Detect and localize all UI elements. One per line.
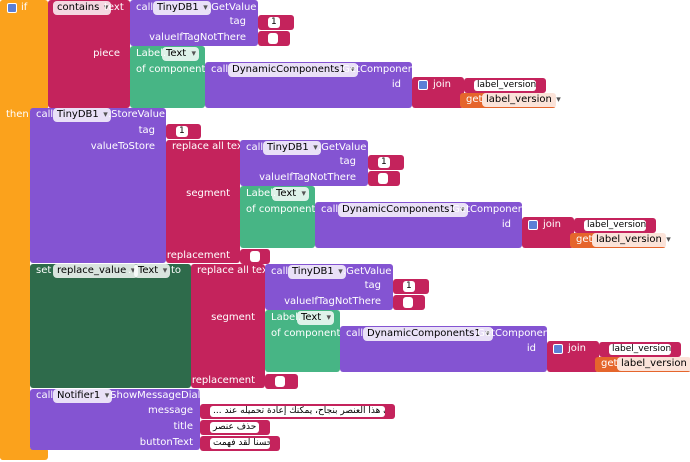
if-block-body[interactable] xyxy=(0,0,30,460)
mutator-icon xyxy=(553,344,563,354)
block-label: message xyxy=(148,405,193,416)
block-label: buttonText xyxy=(139,437,193,448)
block-label: .GetValue xyxy=(343,266,392,277)
block-label: of component xyxy=(246,204,316,215)
block-label: replacement xyxy=(191,375,255,386)
block-label: call xyxy=(211,64,229,75)
mutator-icon xyxy=(528,220,538,230)
text-field: label_version xyxy=(609,344,671,355)
block-label: call xyxy=(36,390,54,401)
block-label: .GetValue xyxy=(208,2,257,13)
text-field: ... تم حذف هذا العنصر بنجاح، يمكنك إعادة… xyxy=(210,406,385,417)
dropdown[interactable]: Text xyxy=(272,187,309,201)
if-block-bottom[interactable] xyxy=(0,448,48,460)
block-label: .GetComponent xyxy=(474,328,554,339)
text-field: حسناً لقد فهمت xyxy=(210,438,270,449)
block-label: if xyxy=(21,2,28,13)
block-label: Label. xyxy=(136,48,167,59)
block-label: set xyxy=(36,265,52,276)
block-label: of component xyxy=(136,64,206,75)
text-field xyxy=(403,297,413,308)
text-field xyxy=(268,33,278,44)
block-label: get xyxy=(576,234,593,245)
block-label: id xyxy=(526,343,536,354)
dropdown[interactable]: Text xyxy=(297,311,334,325)
dropdown[interactable]: Text xyxy=(162,47,199,61)
block-label: text xyxy=(104,2,124,13)
block-label: .GetValue xyxy=(318,142,367,153)
block-label: Label. xyxy=(271,312,302,323)
dropdown[interactable]: label_version xyxy=(617,357,690,371)
block-label: call xyxy=(246,142,264,153)
dropdown[interactable]: DynamicComponents1 xyxy=(228,63,358,77)
block-label: segment xyxy=(211,312,255,323)
block-label: valueToStore xyxy=(90,141,155,152)
block-label: .GetComponent xyxy=(339,64,419,75)
block-label: of component xyxy=(271,328,341,339)
block-label: valueIfTagNotThere xyxy=(149,32,246,43)
block-label: call xyxy=(346,328,364,339)
text-field: 1 xyxy=(176,126,188,137)
block-label: join xyxy=(568,343,587,354)
set-block[interactable] xyxy=(30,264,191,388)
dropdown[interactable]: DynamicComponents1 xyxy=(338,203,468,217)
mutator-icon xyxy=(7,3,17,13)
block-label: .StoreValue xyxy=(108,109,166,120)
block-label: get xyxy=(466,94,483,105)
dropdown[interactable]: TinyDB1 xyxy=(263,141,321,155)
block-label: segment xyxy=(186,188,230,199)
block-label: get xyxy=(601,358,618,369)
block-label: Label. xyxy=(246,188,277,199)
replace-all-block[interactable] xyxy=(191,264,265,388)
dropdown[interactable]: TinyDB1 xyxy=(288,265,346,279)
block-label: replacement xyxy=(166,250,230,261)
text-field: 1 xyxy=(403,281,415,292)
block-label: join xyxy=(433,79,452,90)
text-field: 1 xyxy=(378,157,390,168)
block-label: to xyxy=(171,265,182,276)
block-label: title xyxy=(173,421,193,432)
text-field: label_version xyxy=(584,220,646,231)
block-label: tag xyxy=(364,280,381,291)
block-label: piece xyxy=(93,48,120,59)
block-label: replace all text xyxy=(197,265,272,276)
block-label: call xyxy=(271,266,289,277)
text-field: حذف عنصر xyxy=(210,422,260,433)
dropdown[interactable]: TinyDB1 xyxy=(53,108,111,122)
dropdown[interactable]: Notifier1 xyxy=(53,389,113,403)
block-label: valueIfTagNotThere xyxy=(284,296,381,307)
block-label: valueIfTagNotThere xyxy=(259,172,356,183)
dropdown[interactable]: DynamicComponents1 xyxy=(363,327,493,341)
contains-block[interactable] xyxy=(48,0,130,108)
block-label: id xyxy=(501,219,511,230)
block-label: then xyxy=(6,109,29,120)
block-label: call xyxy=(321,204,339,215)
dropdown[interactable]: TinyDB1 xyxy=(153,1,211,15)
block-label: join xyxy=(543,219,562,230)
dropdown[interactable]: Text xyxy=(134,264,171,278)
block-label: tag xyxy=(138,125,155,136)
block-label: .ShowMessageDialog xyxy=(107,390,213,401)
text-field xyxy=(378,173,388,184)
mutator-icon xyxy=(418,80,428,90)
block-label: tag xyxy=(229,16,246,27)
text-field xyxy=(275,376,285,387)
block-label: call xyxy=(136,2,154,13)
dropdown[interactable]: replace_value xyxy=(53,264,139,278)
block-label: id xyxy=(391,79,401,90)
block-label: tag xyxy=(339,156,356,167)
dropdown[interactable]: contains xyxy=(53,1,112,15)
text-field xyxy=(250,251,260,262)
replace-all-block[interactable] xyxy=(166,140,240,263)
block-label: . xyxy=(128,265,132,276)
block-label: replace all text xyxy=(172,141,247,152)
storevalue-block[interactable] xyxy=(30,108,166,263)
dropdown[interactable]: label_version xyxy=(482,93,564,107)
block-label: call xyxy=(36,109,54,120)
text-field: 1 xyxy=(268,17,280,28)
dropdown[interactable]: label_version xyxy=(592,233,674,247)
block-label: .GetComponent xyxy=(449,204,529,215)
text-field: label_version xyxy=(474,80,536,91)
